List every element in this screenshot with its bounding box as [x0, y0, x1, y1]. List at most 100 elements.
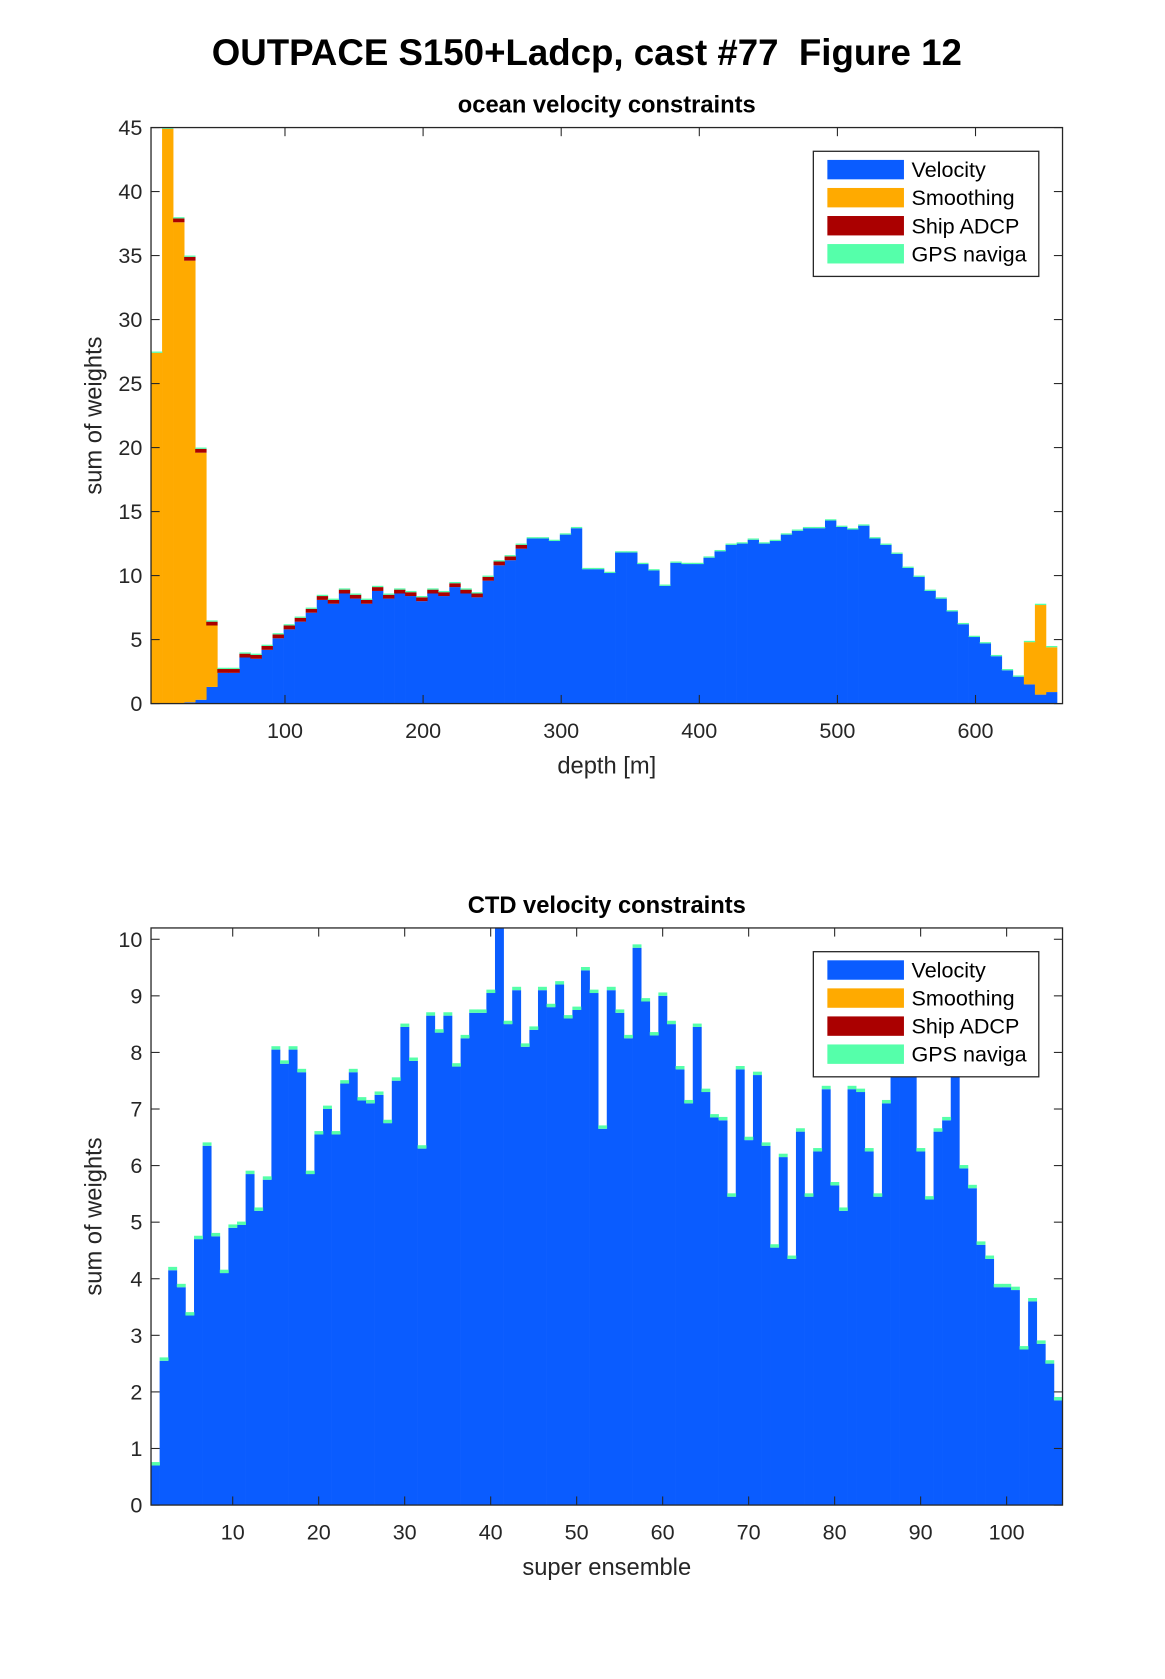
- bar-segment: [802, 526, 815, 529]
- bar-segment: [206, 686, 218, 704]
- bar-segment: [283, 629, 295, 704]
- bar-segment: [649, 1035, 659, 1506]
- bar-segment: [692, 564, 704, 704]
- bar-segment: [606, 986, 616, 991]
- bar-segment: [778, 1157, 788, 1506]
- bar-segment: [1036, 1340, 1046, 1344]
- bar-segment: [357, 1100, 367, 1506]
- bar-segment: [692, 1026, 702, 1506]
- bar-segment: [537, 990, 547, 1506]
- x-tick-label: 100: [989, 1520, 1025, 1545]
- bar-segment: [735, 1069, 745, 1506]
- bar-segment: [211, 1232, 221, 1237]
- bar-segment: [323, 1105, 332, 1110]
- bar-segment: [151, 351, 163, 353]
- bar-segment: [408, 1060, 418, 1506]
- bar-segment: [228, 667, 240, 670]
- bar-segment: [856, 1092, 866, 1506]
- bar-segment: [902, 566, 914, 568]
- bar-segment: [1045, 645, 1058, 648]
- bar-segment: [747, 538, 760, 540]
- bar-segment: [559, 533, 572, 535]
- bar-segment: [1045, 647, 1058, 693]
- bar-segment: [245, 1174, 255, 1506]
- bar-segment: [173, 218, 185, 223]
- y-tick-label: 1: [130, 1436, 142, 1461]
- bar-segment: [486, 993, 496, 1506]
- bar-segment: [316, 594, 329, 597]
- bar-segment: [504, 555, 516, 557]
- bar-segment: [821, 1089, 831, 1506]
- bar-segment: [151, 1462, 160, 1466]
- bar-segment: [162, 128, 174, 704]
- bar-segment: [858, 524, 870, 526]
- bar-segment: [598, 1128, 608, 1506]
- bar-segment: [482, 580, 494, 704]
- bar-segment: [288, 1049, 298, 1506]
- bar-segment: [371, 590, 384, 704]
- bar-segment: [880, 544, 892, 704]
- legend-label: Velocity: [912, 157, 987, 182]
- bar-segment: [709, 1117, 719, 1506]
- bar-segment: [451, 1066, 461, 1506]
- bar-segment: [976, 1241, 986, 1245]
- bar-segment: [168, 1266, 178, 1271]
- bar-segment: [471, 593, 483, 598]
- bar-segment: [838, 1207, 848, 1211]
- bar-segment: [942, 1116, 952, 1121]
- bar-segment: [555, 984, 565, 1506]
- bar-segment: [1019, 1346, 1029, 1350]
- bar-segment: [615, 552, 627, 704]
- bar-segment: [228, 1227, 238, 1506]
- y-tick-label: 40: [118, 179, 142, 204]
- bar-segment: [795, 1131, 805, 1506]
- bar-segment: [294, 616, 307, 618]
- bar-segment: [262, 1179, 272, 1506]
- bar-segment: [615, 551, 627, 553]
- bar-segment: [752, 1071, 762, 1076]
- legend-label: Ship ADCP: [912, 1014, 1020, 1039]
- bar-segment: [572, 1009, 582, 1506]
- bar-segment: [637, 562, 649, 565]
- bar-segment: [692, 1023, 702, 1027]
- bar-segment: [604, 571, 616, 574]
- bar-segment: [288, 1046, 298, 1050]
- bar-segment: [349, 594, 362, 599]
- bar-segment: [417, 1145, 427, 1149]
- bar-segment: [348, 1072, 358, 1506]
- bar-segment: [718, 1116, 728, 1121]
- bar-segment: [1023, 640, 1036, 643]
- bar-segment: [262, 1176, 272, 1180]
- x-tick-label: 70: [737, 1520, 761, 1545]
- bar-segment: [770, 1247, 780, 1506]
- bar-segment: [194, 1235, 203, 1240]
- bar-segment: [254, 1210, 264, 1506]
- bar-segment: [703, 557, 715, 704]
- bar-segment: [967, 1188, 977, 1506]
- bar-segment: [563, 1015, 573, 1019]
- y-tick-label: 3: [130, 1323, 142, 1348]
- legend-label: Smoothing: [912, 185, 1015, 210]
- bar-segment: [1053, 1400, 1063, 1506]
- y-tick-label: 6: [130, 1153, 142, 1178]
- bar-segment: [360, 603, 373, 704]
- bar-segment: [250, 658, 262, 704]
- bar-segment: [537, 538, 550, 704]
- bar-segment: [365, 1103, 375, 1506]
- bar-segment: [537, 986, 547, 991]
- bar-segment: [261, 644, 273, 646]
- bar-segment: [327, 598, 340, 600]
- bar-segment: [813, 526, 826, 529]
- bar-segment: [658, 992, 668, 996]
- bar-segment: [460, 588, 472, 590]
- bar-segment: [1034, 603, 1047, 606]
- bar-segment: [976, 1244, 986, 1506]
- y-tick-label: 2: [130, 1379, 142, 1404]
- bar-segment: [327, 599, 340, 604]
- bar-segment: [314, 1134, 324, 1506]
- bar-segment: [681, 564, 693, 704]
- bar-segment: [202, 1145, 212, 1506]
- bar-segment: [770, 1244, 780, 1248]
- bar-segment: [237, 1224, 246, 1506]
